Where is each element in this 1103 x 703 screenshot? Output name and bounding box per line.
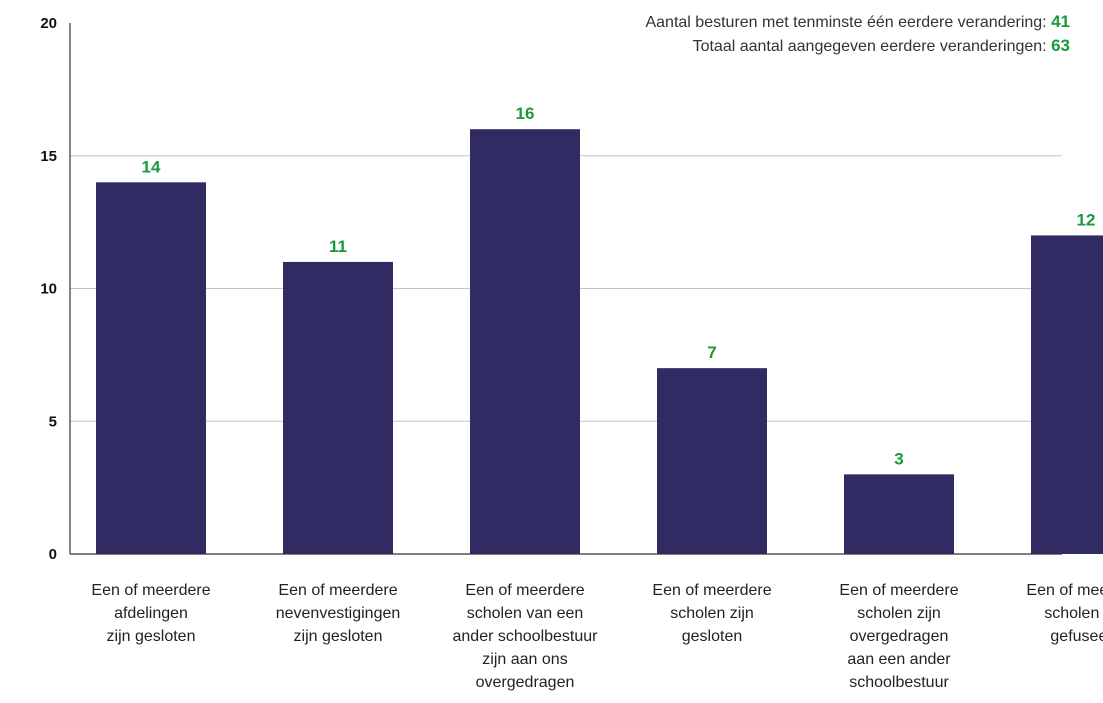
category-label: Een of meerdere scholen van een ander scho… [453,582,599,691]
category-label: Een of meerdere afdelingen zijn gesloten [91,582,210,645]
category-labels: Een of meerdere afdelingen zijn gesloten Ee… [91,582,1103,691]
bars [96,129,1103,555]
y-tick-label: 20 [40,15,57,32]
info-line-besturen-value: 41 [1051,12,1070,31]
category-label: Een of meerdere scholen zijn overgedragen a… [839,582,958,691]
value-labels: 14 11 16 7 3 12 [142,104,1096,468]
bar [470,129,580,554]
info-line-besturen-label: Aantal besturen met tenminste één eerder… [645,14,1047,31]
info-line-veranderingen-label: Totaal aantal aangegeven eerdere verande… [692,38,1047,55]
value-label: 14 [142,157,161,176]
category-label: Een of meerdere nevenvestigingen zijn gesl… [276,582,401,645]
y-tick-label: 10 [40,281,57,298]
y-tick-labels: 0 5 10 15 20 [40,15,57,563]
bar [96,182,206,555]
value-label: 3 [894,449,903,468]
value-label: 7 [707,343,716,362]
bar [283,261,393,554]
category-label: Een of meerdere scholen zijn gesloten [652,582,771,645]
info-line-besturen: Aantal besturen met tenminste één eerder… [645,12,1070,32]
y-tick-label: 5 [49,413,57,430]
y-tick-label: 0 [49,546,57,563]
value-label: 16 [516,104,535,123]
bar [844,474,954,554]
axes [69,23,1062,555]
value-label: 12 [1077,210,1096,229]
info-line-veranderingen-value: 63 [1051,36,1070,55]
bar [657,368,767,554]
bar [1031,235,1103,554]
y-tick-label: 15 [40,148,57,165]
info-line-veranderingen: Totaal aantal aangegeven eerdere verande… [693,36,1070,56]
value-label: 11 [329,237,347,256]
